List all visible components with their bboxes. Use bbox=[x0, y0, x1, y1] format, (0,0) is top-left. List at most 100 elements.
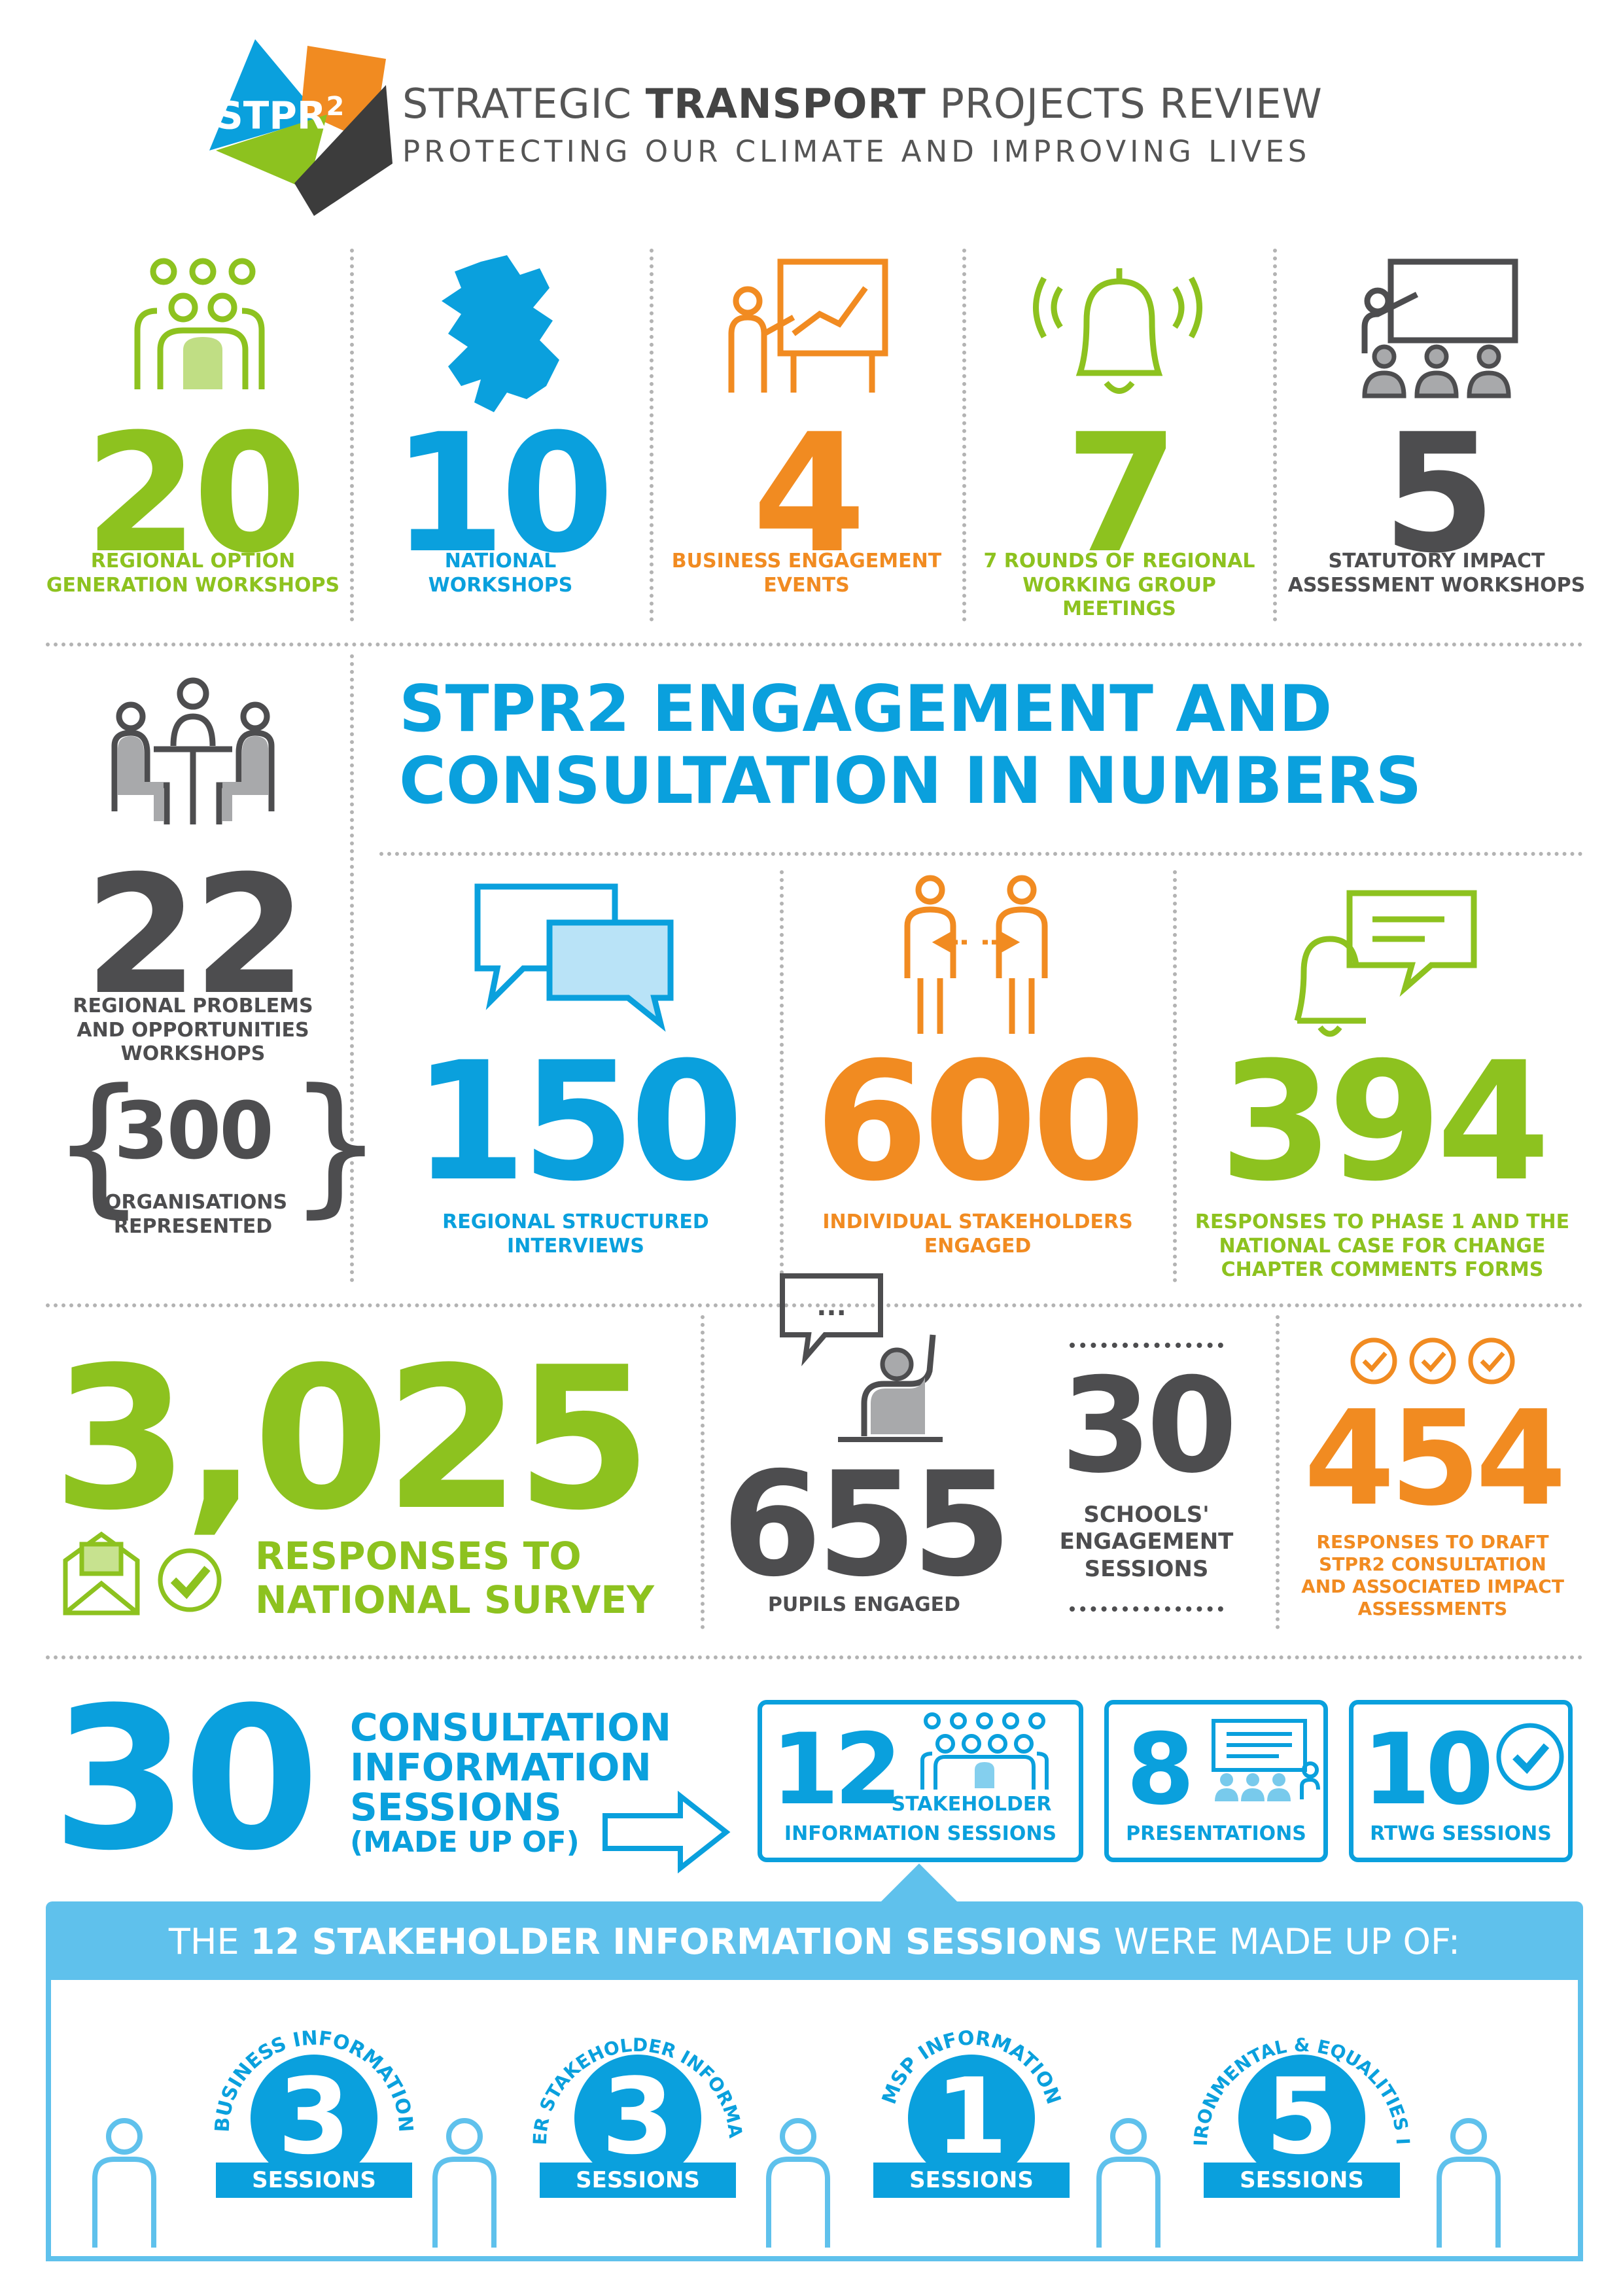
session-circle bbox=[1238, 2055, 1365, 2181]
person-icon bbox=[92, 2118, 156, 2248]
bell-icon bbox=[1033, 268, 1202, 394]
session-label: SESSIONS bbox=[1204, 2163, 1400, 2198]
person-icon bbox=[1096, 2118, 1161, 2248]
session-label: SESSIONS bbox=[540, 2163, 736, 2198]
box-label-line1: STAKEHOLDER bbox=[891, 1793, 1052, 1816]
pupils-caption: PUPILS ENGAGED bbox=[767, 1593, 961, 1616]
session-number: 1 bbox=[935, 2055, 1008, 2178]
session-number: 3 bbox=[277, 2055, 351, 2178]
stat-caption: STATUTORY IMPACT ASSESSMENT WORKSHOPS bbox=[1287, 550, 1586, 597]
stat-number: 20 bbox=[84, 398, 307, 589]
box-label-line2: INFORMATION SESSIONS bbox=[784, 1822, 1057, 1845]
stat-caption: REGIONAL OPTION GENERATION WORKSHOPS bbox=[46, 550, 340, 597]
stat-national-workshops: 10 NATIONAL WORKSHOPS bbox=[357, 255, 644, 622]
stpr2-logo bbox=[209, 39, 393, 216]
consultation-caption: CONSULTATION INFORMATION SESSIONS (MADE … bbox=[350, 1705, 672, 1859]
stat-working-group: 7 7 ROUNDS OF REGIONAL WORKING GROUP MEE… bbox=[969, 255, 1270, 622]
draft-caption: RESPONSES TO DRAFT STPR2 CONSULTATION AN… bbox=[1301, 1531, 1564, 1620]
logo-text: STPR2 bbox=[216, 92, 345, 138]
stat-number: 150 bbox=[413, 1027, 744, 1217]
person-icon bbox=[1437, 2118, 1501, 2248]
brace-right: } bbox=[288, 1057, 384, 1232]
scotland-map-icon bbox=[442, 255, 559, 412]
box-number: 12 bbox=[771, 1713, 903, 1827]
orgs-caption: ORGANISATIONS REPRESENTED bbox=[105, 1191, 288, 1238]
check-circle-icon bbox=[1496, 1723, 1564, 1791]
schools-caption: SCHOOLS' ENGAGEMENT SESSIONS bbox=[1059, 1502, 1234, 1582]
session-circle bbox=[574, 2055, 701, 2181]
person-icon bbox=[432, 2118, 497, 2248]
session-circle bbox=[908, 2055, 1035, 2181]
session-msp: MSP INFORMATION 1 SESSIONS bbox=[854, 1989, 1089, 2205]
meeting-table-icon bbox=[111, 677, 275, 824]
classroom-icon bbox=[1361, 258, 1518, 398]
brace-left: { bbox=[51, 1057, 147, 1232]
bottom-divider bbox=[1070, 1606, 1223, 1612]
speech-bubble-dots: ... bbox=[816, 1292, 846, 1322]
stat-national-survey: 3,025 RESPONSES TO NATIONAL SURVEY bbox=[39, 1315, 693, 1629]
audience-icon bbox=[920, 1712, 1049, 1790]
pupil-speech-icon: ... bbox=[780, 1273, 943, 1442]
survey-number: 3,025 bbox=[52, 1325, 652, 1553]
stat-caption: BUSINESS ENGAGEMENT EVENTS bbox=[671, 550, 942, 597]
stat-option-generation: 20 REGIONAL OPTION GENERATION WORKSHOPS bbox=[39, 255, 347, 622]
pointer-triangle bbox=[880, 1863, 958, 1903]
box-label: RTWG SESSIONS bbox=[1370, 1822, 1552, 1845]
stat-caption: RESPONSES TO PHASE 1 AND THE NATIONAL CA… bbox=[1195, 1210, 1570, 1282]
stat-caption: 7 ROUNDS OF REGIONAL WORKING GROUP MEETI… bbox=[983, 550, 1255, 621]
survey-caption: RESPONSES TO NATIONAL SURVEY bbox=[255, 1534, 654, 1622]
stat-caption: NATIONAL WORKSHOPS bbox=[428, 550, 573, 597]
stat-number: 5 bbox=[1382, 398, 1496, 589]
chat-bubbles-icon bbox=[474, 883, 674, 1032]
session-environmental: ENVIRONMENTAL & EQUALITIES INFO 5 SESSIO… bbox=[1176, 1972, 1420, 2205]
pupils-number: 655 bbox=[722, 1441, 1011, 1608]
presentation-icon bbox=[1212, 1719, 1320, 1801]
headline-line2: CONSULTATION IN NUMBERS bbox=[399, 743, 1422, 819]
person-icon bbox=[766, 2118, 830, 2248]
header: STPR2 STRATEGIC TRANSPORT PROJECTS REVIE… bbox=[0, 0, 1623, 216]
stat-caption: REGIONAL PROBLEMS AND OPPORTUNITIES WORK… bbox=[73, 995, 313, 1066]
breakdown-panel bbox=[46, 1980, 1583, 2261]
checklist-icon bbox=[1350, 1337, 1515, 1385]
box-presentations: 8 PRESENTATIONS bbox=[1104, 1700, 1328, 1862]
bell-message-icon bbox=[1294, 890, 1477, 1037]
top-divider bbox=[1070, 1343, 1223, 1348]
stat-number: 7 bbox=[1065, 398, 1179, 589]
stat-pupils: ... 655 PUPILS ENGAGED bbox=[707, 1263, 1021, 1629]
stat-caption: INDIVIDUAL STAKEHOLDERS ENGAGED bbox=[822, 1210, 1133, 1258]
page-subtitle: PROTECTING OUR CLIMATE AND IMPROVING LIV… bbox=[402, 134, 1311, 169]
stat-business-events: 4 BUSINESS ENGAGEMENT EVENTS bbox=[656, 255, 957, 622]
session-number: 5 bbox=[1265, 2055, 1338, 2178]
draft-number: 454 bbox=[1304, 1383, 1566, 1535]
people-exchange-icon bbox=[904, 875, 1048, 1034]
orgs-number: 300 bbox=[114, 1086, 274, 1177]
stat-number: 600 bbox=[814, 1027, 1146, 1217]
box-number: 8 bbox=[1126, 1713, 1195, 1827]
session-number: 3 bbox=[601, 2055, 674, 2178]
stat-impact-assessment: 5 STATUTORY IMPACT ASSESSMENT WORKSHOPS bbox=[1280, 255, 1594, 622]
main-headline: STPR2 ENGAGEMENT AND CONSULTATION IN NUM… bbox=[399, 672, 1577, 819]
group-icon bbox=[134, 258, 265, 389]
box-stakeholder-sessions: 12 STAKEHOLDER INFORMATION SESSIONS bbox=[758, 1700, 1083, 1862]
session-label: SESSIONS bbox=[216, 2163, 412, 2198]
stat-phase1-responses: 394 RESPONSES TO PHASE 1 AND THE NATIONA… bbox=[1179, 870, 1585, 1282]
page-title: STRATEGIC TRANSPORT PROJECTS REVIEW bbox=[402, 80, 1323, 128]
headline-line1: STPR2 ENGAGEMENT AND bbox=[399, 672, 1333, 747]
stat-schools: 30 SCHOOLS' ENGAGEMENT SESSIONS bbox=[1024, 1335, 1269, 1629]
stat-individual-stakeholders: 600 INDIVIDUAL STAKEHOLDERS ENGAGED bbox=[786, 870, 1169, 1282]
stat-problems-opportunities: 22 REGIONAL PROBLEMS AND OPPORTUNITIES W… bbox=[39, 667, 383, 1282]
consultation-number: 30 bbox=[52, 1665, 319, 1894]
stat-number: 22 bbox=[84, 840, 307, 1031]
schools-number: 30 bbox=[1060, 1350, 1237, 1502]
stat-number: 10 bbox=[392, 398, 614, 589]
box-number: 10 bbox=[1362, 1713, 1494, 1827]
stat-caption: REGIONAL STRUCTURED INTERVIEWS bbox=[442, 1210, 709, 1258]
session-circle bbox=[251, 2055, 377, 2181]
session-label: SESSIONS bbox=[873, 2163, 1070, 2198]
session-business: BUSINESS INFORMATION 3 SESSIONS bbox=[196, 1989, 432, 2205]
stat-structured-interviews: 150 REGIONAL STRUCTURED INTERVIEWS bbox=[379, 870, 772, 1282]
stat-number: 394 bbox=[1219, 1027, 1550, 1217]
box-rtwg-sessions: 10 RTWG SESSIONS bbox=[1349, 1700, 1573, 1862]
box-label: PRESENTATIONS bbox=[1126, 1822, 1306, 1845]
presenter-chart-icon bbox=[728, 258, 888, 393]
